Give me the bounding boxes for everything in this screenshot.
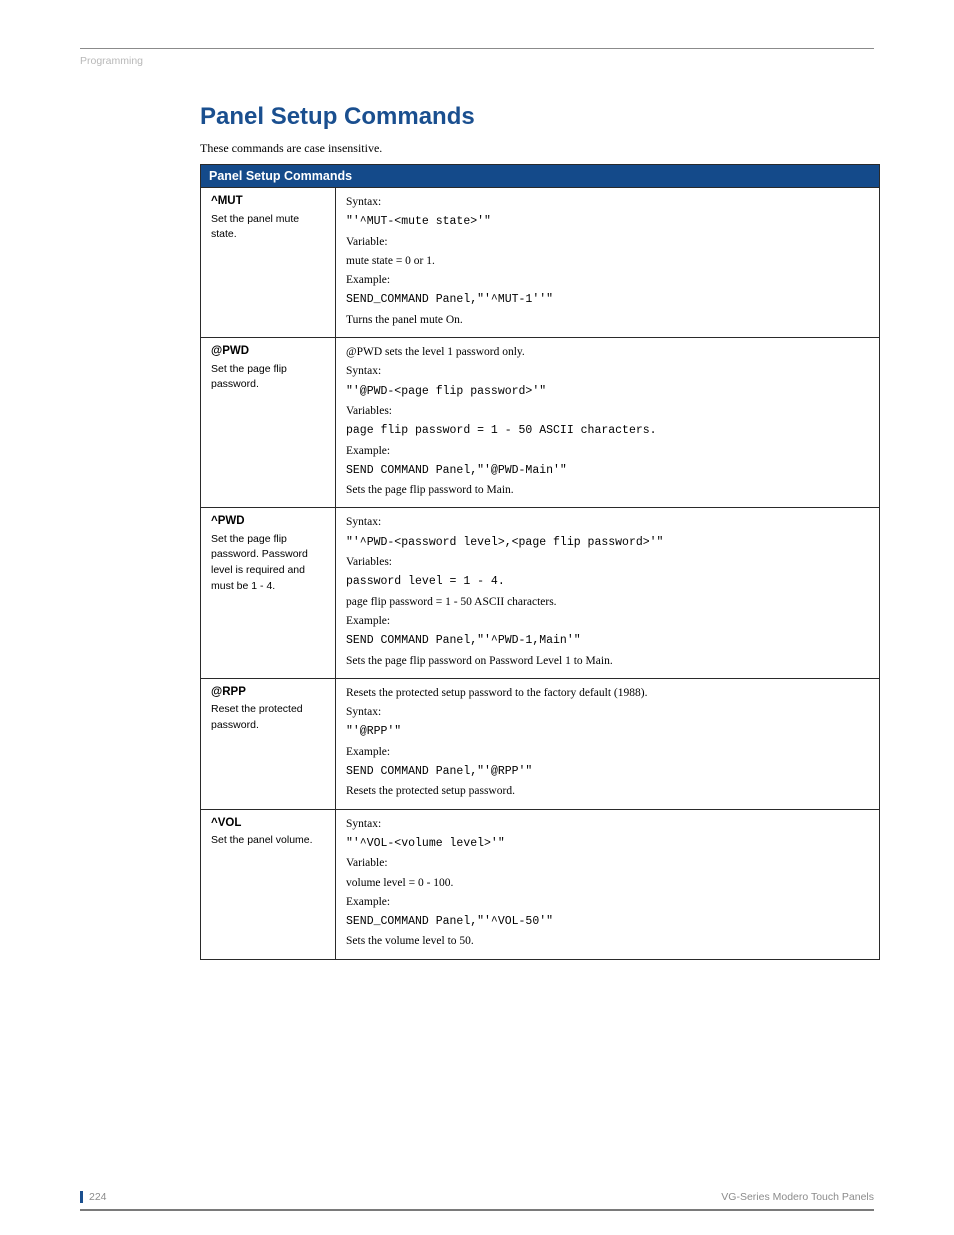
commands-table: Panel Setup Commands ^MUT Set the panel … <box>200 164 880 960</box>
command-details: @PWD sets the level 1 password only. Syn… <box>336 338 880 508</box>
example-label: Example: <box>346 744 869 761</box>
example-code: SEND_COMMAND Panel,"'^VOL-50'" <box>346 913 869 931</box>
page-number: 224 <box>89 1191 107 1203</box>
command-details: Syntax: "'^VOL-<volume level>'" Variable… <box>336 809 880 959</box>
example-label: Example: <box>346 894 869 911</box>
command-cell: ^VOL Set the panel volume. <box>201 809 336 959</box>
example-code: SEND COMMAND Panel,"'^PWD-1,Main'" <box>346 632 869 650</box>
command-name: ^PWD <box>211 514 325 530</box>
variable-text-1: password level = 1 - 4. <box>346 573 869 591</box>
note-text: @PWD sets the level 1 password only. <box>346 344 869 361</box>
variable-label: Variable: <box>346 234 869 251</box>
table-header-row: Panel Setup Commands <box>201 165 880 188</box>
command-details: Syntax: "'^MUT-<mute state>'" Variable: … <box>336 188 880 338</box>
syntax-code: "'^MUT-<mute state>'" <box>346 213 869 231</box>
result-text: Sets the volume level to 50. <box>346 933 869 950</box>
example-label: Example: <box>346 613 869 630</box>
command-details: Syntax: "'^PWD-<password level>,<page fl… <box>336 508 880 678</box>
breadcrumb: Programming <box>80 55 874 67</box>
command-cell: @PWD Set the page flip password. <box>201 338 336 508</box>
variable-text: volume level = 0 - 100. <box>346 875 869 892</box>
table-row: ^MUT Set the panel mute state. Syntax: "… <box>201 188 880 338</box>
table-row: @RPP Reset the protected password. Reset… <box>201 678 880 809</box>
example-code: SEND COMMAND Panel,"'@RPP'" <box>346 763 869 781</box>
result-text: Sets the page flip password on Password … <box>346 653 869 670</box>
syntax-code: "'^PWD-<password level>,<page flip passw… <box>346 534 869 552</box>
example-code: SEND COMMAND Panel,"'@PWD-Main'" <box>346 462 869 480</box>
table-row: ^VOL Set the panel volume. Syntax: "'^VO… <box>201 809 880 959</box>
footer-doc-title: VG-Series Modero Touch Panels <box>721 1191 874 1203</box>
command-name: @PWD <box>211 344 325 360</box>
variable-label: Variables: <box>346 403 869 420</box>
content-area: Panel Setup Commands These commands are … <box>200 103 874 1191</box>
command-details: Resets the protected setup password to t… <box>336 678 880 809</box>
page-number-wrap: 224 <box>80 1191 107 1203</box>
command-name: @RPP <box>211 685 325 701</box>
variable-text: mute state = 0 or 1. <box>346 253 869 270</box>
page-footer: 224 VG-Series Modero Touch Panels <box>80 1191 874 1211</box>
command-name: ^VOL <box>211 816 325 832</box>
command-desc: Reset the protected password. <box>211 703 303 731</box>
page: Programming Panel Setup Commands These c… <box>0 0 954 1235</box>
syntax-code: "'@RPP'" <box>346 723 869 741</box>
page-number-bar-icon <box>80 1191 83 1203</box>
variable-text-2: page flip password = 1 - 50 ASCII charac… <box>346 594 869 611</box>
table-caption: Panel Setup Commands <box>201 165 880 188</box>
table-row: @PWD Set the page flip password. @PWD se… <box>201 338 880 508</box>
example-code: SEND_COMMAND Panel,"'^MUT-1''" <box>346 291 869 309</box>
example-label: Example: <box>346 272 869 289</box>
table-row: ^PWD Set the page flip password. Passwor… <box>201 508 880 678</box>
syntax-label: Syntax: <box>346 363 869 380</box>
variable-text: page flip password = 1 - 50 ASCII charac… <box>346 422 869 440</box>
syntax-code: "'@PWD-<page flip password>'" <box>346 383 869 401</box>
variable-label: Variables: <box>346 554 869 571</box>
example-label: Example: <box>346 443 869 460</box>
footer-rule <box>80 1209 874 1211</box>
intro-text: These commands are case insensitive. <box>200 141 874 156</box>
top-rule <box>80 48 874 49</box>
command-name: ^MUT <box>211 194 325 210</box>
syntax-label: Syntax: <box>346 816 869 833</box>
footer-row: 224 VG-Series Modero Touch Panels <box>80 1191 874 1207</box>
result-text: Sets the page flip password to Main. <box>346 482 869 499</box>
variable-label: Variable: <box>346 855 869 872</box>
command-cell: ^PWD Set the page flip password. Passwor… <box>201 508 336 678</box>
syntax-label: Syntax: <box>346 704 869 721</box>
result-text: Turns the panel mute On. <box>346 312 869 329</box>
syntax-label: Syntax: <box>346 194 869 211</box>
note-text: Resets the protected setup password to t… <box>346 685 869 702</box>
command-desc: Set the panel volume. <box>211 834 313 846</box>
page-heading: Panel Setup Commands <box>200 103 874 131</box>
result-text: Resets the protected setup password. <box>346 783 869 800</box>
command-desc: Set the panel mute state. <box>211 213 299 241</box>
command-cell: @RPP Reset the protected password. <box>201 678 336 809</box>
command-desc: Set the page flip password. Password lev… <box>211 533 308 592</box>
syntax-code: "'^VOL-<volume level>'" <box>346 835 869 853</box>
command-cell: ^MUT Set the panel mute state. <box>201 188 336 338</box>
command-desc: Set the page flip password. <box>211 363 287 391</box>
syntax-label: Syntax: <box>346 514 869 531</box>
